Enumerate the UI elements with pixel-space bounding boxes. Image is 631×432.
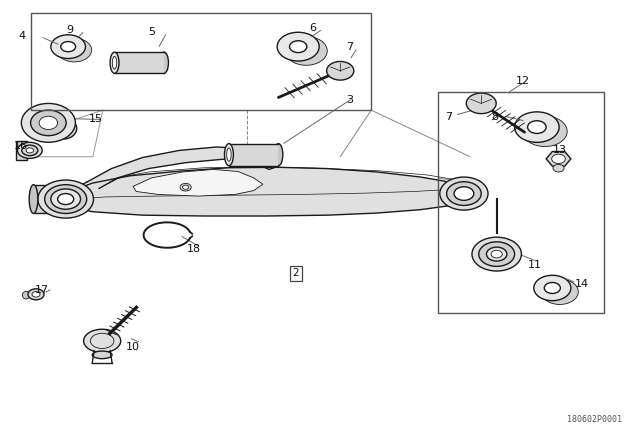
Polygon shape [71,167,461,216]
Text: 180602P0001: 180602P0001 [567,415,622,424]
Ellipse shape [472,237,521,271]
Ellipse shape [466,93,496,114]
Ellipse shape [515,112,559,142]
Ellipse shape [487,247,507,261]
Ellipse shape [83,329,121,353]
Ellipse shape [479,242,515,267]
Ellipse shape [277,32,319,61]
Text: 13: 13 [553,146,567,156]
Ellipse shape [553,164,564,172]
Ellipse shape [18,142,42,159]
Ellipse shape [290,41,307,53]
Ellipse shape [225,143,233,165]
FancyBboxPatch shape [16,141,27,160]
Ellipse shape [534,275,571,301]
Polygon shape [86,147,278,188]
Ellipse shape [21,103,75,142]
Ellipse shape [51,189,81,209]
Ellipse shape [536,125,554,138]
Ellipse shape [30,110,66,136]
Ellipse shape [528,121,546,133]
Text: 16: 16 [14,141,28,151]
Text: 10: 10 [126,342,140,352]
Ellipse shape [26,148,33,153]
Ellipse shape [28,289,44,300]
Ellipse shape [57,194,74,205]
Ellipse shape [454,187,474,200]
Ellipse shape [39,116,57,130]
Ellipse shape [182,185,189,189]
Polygon shape [546,152,571,166]
Text: 7: 7 [346,41,353,52]
Ellipse shape [551,154,565,163]
Ellipse shape [112,57,117,69]
Ellipse shape [110,52,119,73]
Ellipse shape [67,45,82,55]
Text: 14: 14 [574,279,589,289]
Text: 12: 12 [516,76,529,86]
Ellipse shape [440,177,488,210]
Ellipse shape [160,52,168,73]
Ellipse shape [61,41,76,52]
Ellipse shape [180,184,191,191]
Text: 17: 17 [35,285,49,295]
Text: 4: 4 [19,32,26,41]
Ellipse shape [274,143,283,165]
FancyBboxPatch shape [115,52,164,73]
Ellipse shape [551,286,568,297]
Ellipse shape [51,35,85,58]
Text: 18: 18 [187,244,201,254]
Ellipse shape [54,121,72,135]
Polygon shape [133,169,263,196]
Ellipse shape [491,250,502,258]
FancyBboxPatch shape [229,143,278,165]
Text: 6: 6 [309,22,316,32]
Ellipse shape [545,283,560,293]
Text: 11: 11 [528,260,542,270]
Ellipse shape [57,38,91,62]
Ellipse shape [29,184,38,213]
Ellipse shape [50,118,77,139]
Text: 2: 2 [292,268,299,278]
Text: 15: 15 [89,114,103,124]
Ellipse shape [447,182,481,206]
Ellipse shape [541,279,578,305]
Text: 7: 7 [445,111,452,121]
Ellipse shape [298,45,315,57]
Ellipse shape [327,61,354,80]
FancyBboxPatch shape [33,184,50,213]
Ellipse shape [21,145,38,156]
Ellipse shape [285,36,327,65]
Ellipse shape [227,148,231,161]
Text: 5: 5 [148,27,155,37]
Text: 9: 9 [66,25,74,35]
Text: 8: 8 [492,111,498,121]
Ellipse shape [45,184,86,213]
Ellipse shape [522,116,567,146]
Ellipse shape [32,292,40,297]
Ellipse shape [38,180,93,218]
Ellipse shape [92,351,112,359]
Text: 3: 3 [346,95,353,105]
Ellipse shape [22,291,30,299]
